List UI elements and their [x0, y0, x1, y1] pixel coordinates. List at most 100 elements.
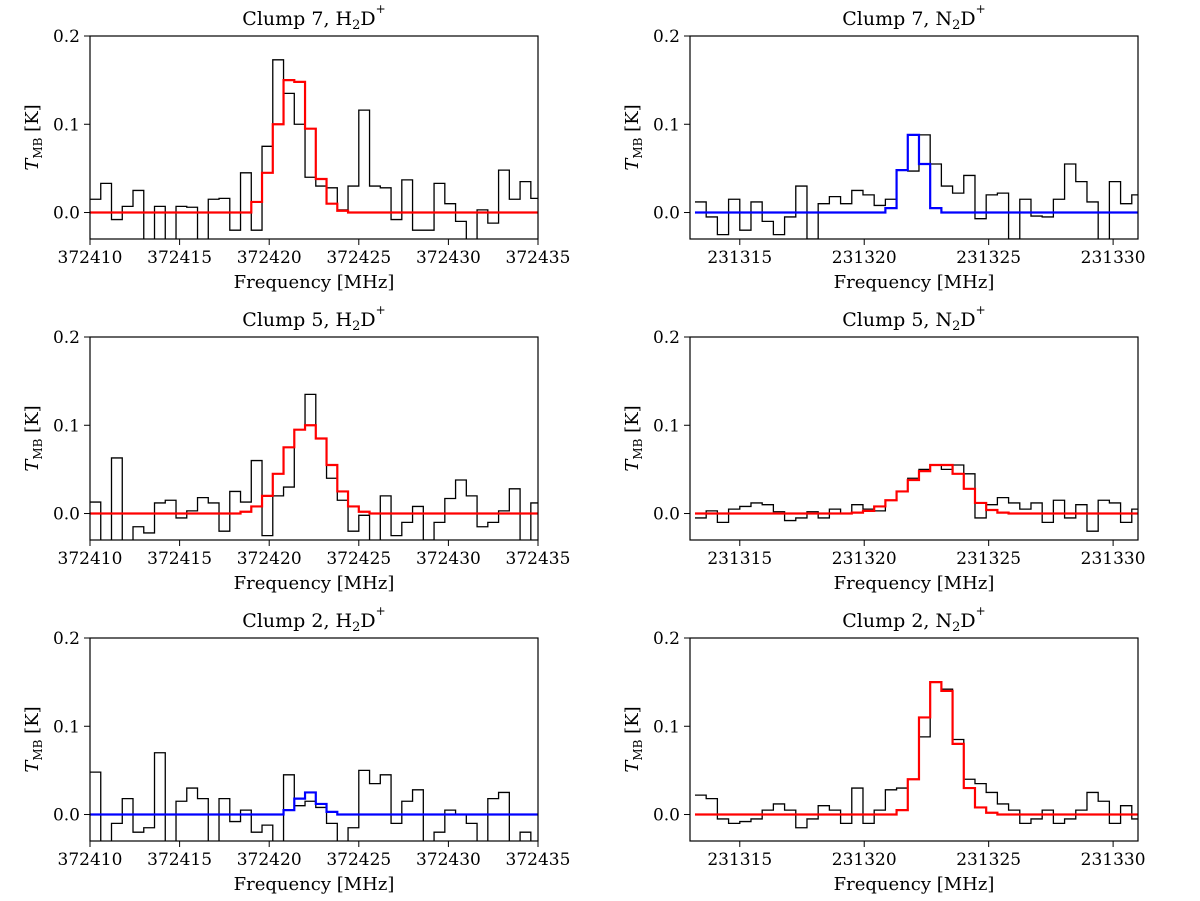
- series-group: [694, 463, 1138, 532]
- x-tick-label: 372420: [237, 248, 302, 268]
- plot-frame: [89, 336, 539, 541]
- title-molecule-part: 2: [952, 620, 960, 635]
- title-molecule-part: N: [936, 8, 953, 30]
- panel-title: Clump 7, N2D+: [842, 2, 985, 33]
- y-tick-label: 0.1: [653, 115, 680, 135]
- y-tick-label: 0.2: [53, 27, 80, 47]
- y-label-unit: [K]: [622, 405, 643, 438]
- x-tick-label: 372430: [416, 850, 481, 870]
- y-axis-label: TMB [K]: [622, 706, 645, 772]
- y-label-symbol: T: [622, 157, 643, 171]
- y-label-unit: [K]: [22, 104, 43, 137]
- y-tick-label: 0.0: [653, 505, 680, 525]
- title-molecule-part: N: [936, 610, 953, 632]
- title-source: Clump 7,: [242, 8, 335, 30]
- y-tick-label: 0.1: [653, 717, 680, 737]
- title-molecule-part: 2: [352, 319, 360, 334]
- series-group: [90, 393, 538, 540]
- plot-frame: [689, 637, 1139, 842]
- x-tick-label: 231330: [1081, 248, 1146, 268]
- x-axis-label: Frequency [MHz]: [834, 573, 995, 594]
- y-tick-label: 0.0: [53, 806, 80, 826]
- x-axis-label: Frequency [MHz]: [234, 573, 395, 594]
- title-molecule-part: D: [360, 309, 375, 331]
- y-axis-label: TMB [K]: [22, 405, 45, 471]
- x-tick-label: 372430: [416, 248, 481, 268]
- x-tick-label: 231320: [832, 248, 897, 268]
- plot-frame: [89, 35, 539, 240]
- y-tick-label: 0.2: [53, 328, 80, 348]
- y-axis-label: TMB [K]: [622, 405, 645, 471]
- x-axis-label: Frequency [MHz]: [234, 272, 395, 293]
- plot-frame: [89, 637, 539, 842]
- y-label-unit: [K]: [22, 405, 43, 438]
- x-tick-label: 231315: [707, 850, 772, 870]
- title-molecule-part: D: [960, 309, 975, 331]
- y-label-symbol: T: [622, 458, 643, 472]
- series-fit: [90, 79, 538, 214]
- title-molecule-part: H: [336, 8, 353, 30]
- y-label-subscript: MB: [31, 739, 45, 760]
- x-tick-label: 372435: [506, 248, 571, 268]
- x-tick-label: 372410: [58, 248, 123, 268]
- x-tick-label: 231320: [832, 850, 897, 870]
- y-axis-label: TMB [K]: [22, 706, 45, 772]
- title-molecule-part: +: [976, 2, 986, 16]
- y-axis-label: TMB [K]: [22, 104, 45, 170]
- y-tick-label: 0.0: [653, 204, 680, 224]
- title-molecule-part: N: [936, 309, 953, 331]
- series-fit: [694, 133, 1138, 214]
- title-source: Clump 2,: [242, 610, 335, 632]
- y-label-subscript: MB: [631, 137, 645, 158]
- title-source: Clump 2,: [842, 610, 935, 632]
- title-molecule-part: +: [376, 2, 386, 16]
- title-molecule-part: D: [960, 8, 975, 30]
- x-tick-label: 372430: [416, 549, 481, 569]
- x-tick-label: 372415: [147, 549, 212, 569]
- panel-title: Clump 5, N2D+: [842, 303, 985, 334]
- panel-title: Clump 2, H2D+: [242, 604, 385, 635]
- y-tick-label: 0.1: [53, 416, 80, 436]
- title-source: Clump 5,: [242, 309, 335, 331]
- series-group: [694, 681, 1138, 829]
- x-tick-label: 372410: [58, 850, 123, 870]
- y-tick-label: 0.2: [653, 328, 680, 348]
- y-label-subscript: MB: [631, 739, 645, 760]
- y-label-subscript: MB: [31, 438, 45, 459]
- x-tick-label: 231320: [832, 549, 897, 569]
- title-molecule-part: H: [336, 309, 353, 331]
- y-label-symbol: T: [22, 458, 43, 472]
- title-molecule-part: +: [376, 303, 386, 317]
- series-observed: [694, 464, 1138, 532]
- title-molecule-part: +: [376, 604, 386, 618]
- x-axis-label: Frequency [MHz]: [834, 874, 995, 895]
- series-fit: [90, 424, 538, 515]
- y-tick-label: 0.1: [53, 115, 80, 135]
- y-label-subscript: MB: [31, 137, 45, 158]
- x-tick-label: 231325: [956, 248, 1021, 268]
- panel-title: Clump 2, N2D+: [842, 604, 985, 635]
- x-tick-label: 372425: [326, 850, 391, 870]
- title-molecule-part: H: [336, 610, 353, 632]
- x-tick-label: 372435: [506, 850, 571, 870]
- x-tick-label: 231315: [707, 248, 772, 268]
- series-group: [90, 752, 538, 841]
- title-molecule-part: 2: [352, 620, 360, 635]
- x-tick-label: 372420: [237, 549, 302, 569]
- series-fit: [694, 681, 1138, 816]
- x-tick-label: 372435: [506, 549, 571, 569]
- title-source: Clump 5,: [842, 309, 935, 331]
- series-group: [90, 59, 538, 239]
- y-label-symbol: T: [22, 759, 43, 773]
- series-observed: [694, 681, 1138, 829]
- x-tick-label: 372415: [147, 850, 212, 870]
- series-fit: [90, 791, 538, 816]
- y-tick-label: 0.1: [53, 717, 80, 737]
- y-tick-label: 0.0: [53, 505, 80, 525]
- y-tick-label: 0.2: [53, 629, 80, 649]
